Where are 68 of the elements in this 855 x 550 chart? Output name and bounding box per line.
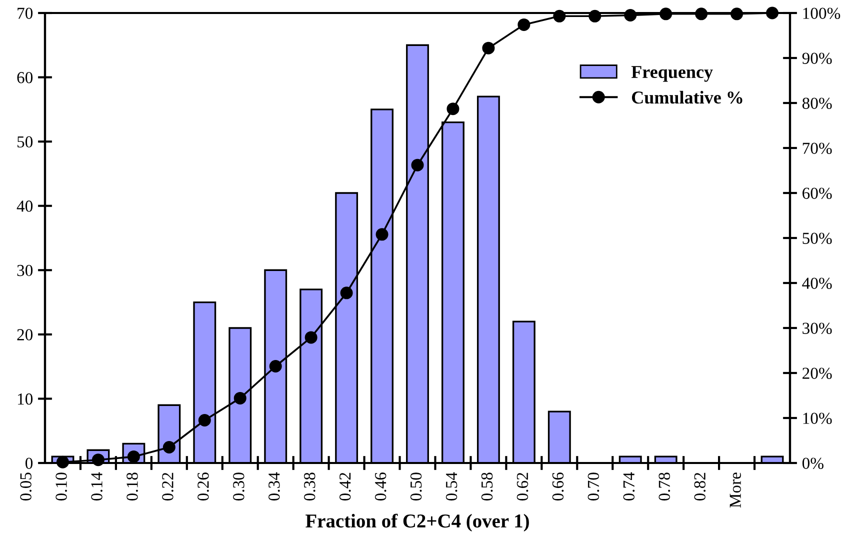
x-tick-label: 0.18	[126, 472, 138, 501]
bar	[548, 410, 571, 463]
y2-tick-label: 20%	[802, 368, 832, 379]
bar	[512, 320, 536, 463]
y2-tick-label: 100%	[803, 8, 840, 19]
x-axis-title: Fraction of C2+C4 (over 1)	[306, 514, 529, 532]
point	[234, 392, 246, 404]
point	[446, 102, 460, 116]
x-tick-label: 0.74	[623, 472, 635, 501]
point	[588, 10, 602, 22]
y2-tick-label: 0%	[802, 458, 824, 469]
y2-tick-label: 10%	[803, 412, 832, 424]
x-tick-label: 0.22	[162, 472, 174, 501]
legend-label: Frequency	[631, 66, 713, 82]
bar	[618, 456, 642, 463]
point	[553, 10, 566, 22]
point	[766, 6, 779, 20]
y2-tick-label: 50%	[802, 232, 832, 244]
x-tick-label: 0.50	[410, 472, 422, 501]
point	[518, 18, 530, 31]
legend-label: Cumulative %	[632, 90, 742, 104]
x-tick-label: 0.46	[374, 472, 386, 501]
y-tick-label: 70	[18, 8, 33, 19]
point	[482, 42, 495, 54]
x-tick-label: 0.58	[481, 472, 493, 501]
x-tick-label: 0.14	[91, 472, 102, 501]
y-tick-label: 20	[17, 329, 33, 340]
point	[660, 8, 672, 20]
y2-tick-label: 60%	[802, 188, 832, 199]
x-tick-label: 0.82	[694, 472, 706, 501]
x-tick-label: 0.05	[20, 472, 32, 501]
y2-tick-label: 30%	[802, 322, 832, 334]
y-tick-label: 10	[18, 393, 33, 405]
point	[304, 331, 318, 344]
x-tick-label: 0.42	[339, 472, 351, 501]
y-tick-label: 50	[17, 136, 33, 148]
point	[695, 8, 708, 20]
point	[92, 454, 104, 466]
y-tick-label: 0	[25, 458, 33, 469]
y-tick-label: 40	[16, 200, 33, 212]
point	[624, 9, 637, 22]
point	[198, 414, 211, 426]
x-tick-label: 0.62	[516, 472, 528, 501]
point	[730, 8, 744, 20]
bar	[476, 96, 500, 463]
point	[376, 228, 388, 241]
x-tick-label: 0.26	[198, 472, 209, 501]
x-tick-label: 0.70	[588, 472, 600, 501]
point	[269, 360, 282, 372]
point	[56, 456, 69, 468]
y2-tick-label: 40%	[802, 278, 832, 289]
y2-tick-label: 90%	[802, 52, 832, 64]
x-tick-label: More	[730, 472, 741, 508]
x-tick-label: 0.54	[446, 472, 458, 501]
y2-tick-label: 70%	[802, 142, 832, 154]
y2-tick-label: 80%	[802, 98, 832, 109]
x-tick-label: 0.30	[233, 472, 244, 501]
x-tick-label: 0.34	[268, 472, 280, 501]
x-tick-label: 0.38	[304, 472, 316, 501]
x-tick-label: 0.66	[552, 472, 564, 501]
y-tick-label: 60	[17, 72, 33, 84]
x-tick-label: 0.10	[56, 472, 67, 501]
point	[340, 286, 353, 300]
x-tick-label: 0.78	[658, 472, 670, 501]
bar	[654, 456, 678, 463]
point	[162, 441, 176, 454]
y-tick-label: 30	[17, 264, 33, 276]
point	[411, 158, 424, 172]
